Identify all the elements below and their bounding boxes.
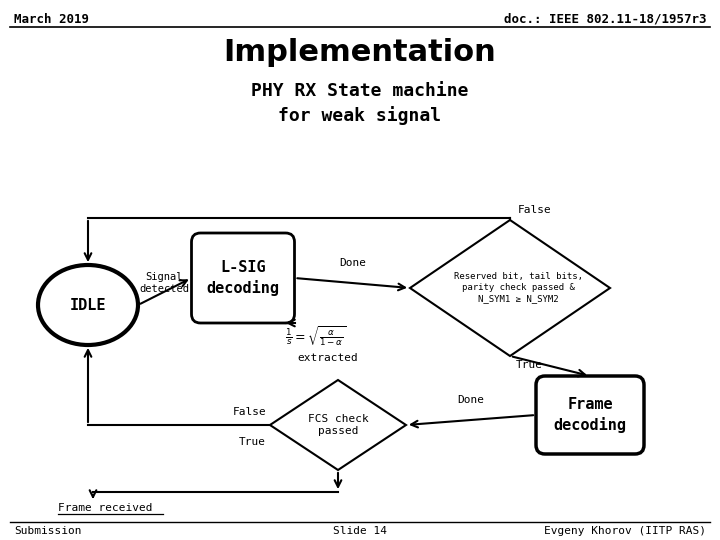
Text: PHY RX State machine
for weak signal: PHY RX State machine for weak signal [251,82,469,125]
Text: Submission: Submission [14,526,81,536]
FancyBboxPatch shape [536,376,644,454]
Text: False: False [518,205,552,215]
Text: True: True [239,437,266,447]
Text: True: True [516,360,543,370]
Text: Done: Done [457,395,485,405]
Text: March 2019: March 2019 [14,13,89,26]
Text: doc.: IEEE 802.11-18/1957r3: doc.: IEEE 802.11-18/1957r3 [503,13,706,26]
Text: False: False [233,407,266,417]
Polygon shape [410,220,610,356]
Text: IDLE: IDLE [70,298,107,313]
Text: Signal
detected: Signal detected [139,272,189,294]
Text: Slide 14: Slide 14 [333,526,387,536]
Text: L-SIG
decoding: L-SIG decoding [207,260,279,296]
Text: $\frac{1}{s}=\sqrt{\frac{\alpha}{1-\alpha}}$: $\frac{1}{s}=\sqrt{\frac{\alpha}{1-\alph… [285,325,346,349]
FancyBboxPatch shape [192,233,294,323]
Text: FCS check
passed: FCS check passed [307,414,369,436]
Text: Done: Done [338,258,366,268]
Text: Evgeny Khorov (IITP RAS): Evgeny Khorov (IITP RAS) [544,526,706,536]
Text: Frame
decoding: Frame decoding [554,397,626,433]
Ellipse shape [38,265,138,345]
Text: Reserved bit, tail bits,
parity check passed &
N_SYM1 ≥ N_SYM2: Reserved bit, tail bits, parity check pa… [454,272,582,303]
Text: Frame received: Frame received [58,503,153,513]
Text: extracted: extracted [297,353,359,363]
Polygon shape [270,380,406,470]
Text: Implementation: Implementation [224,38,496,67]
